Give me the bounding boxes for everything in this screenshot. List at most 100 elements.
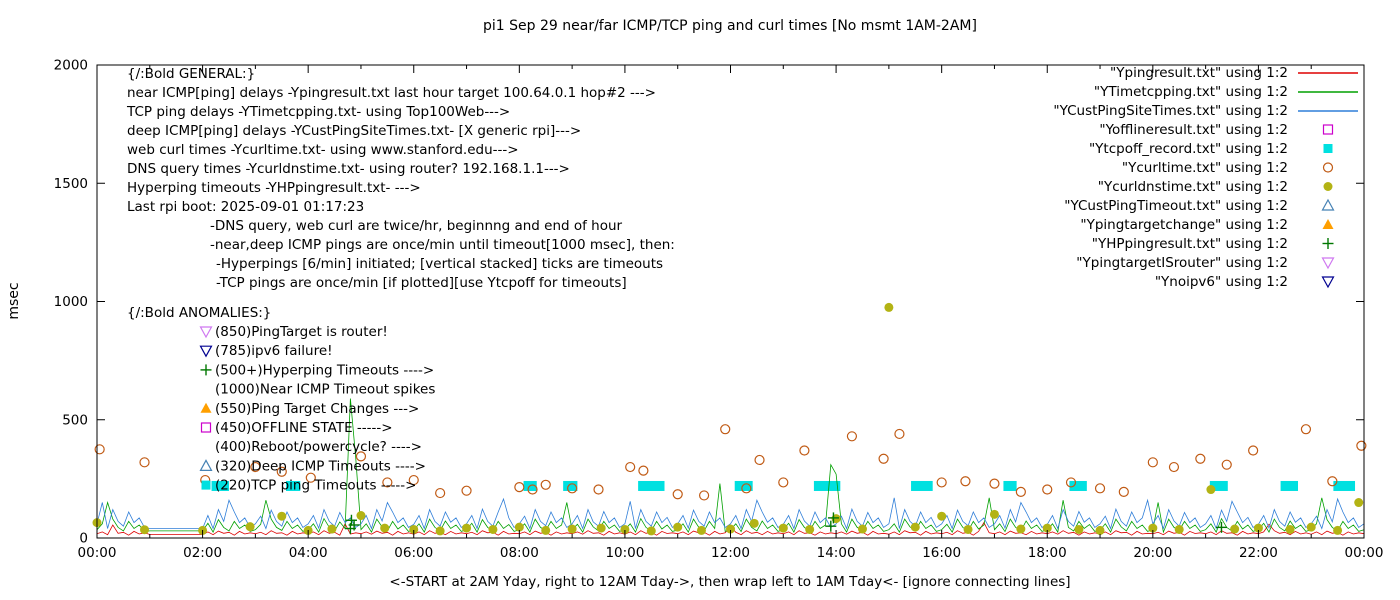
point-Ycurltime <box>514 482 525 493</box>
y-tick-label: 0 <box>79 531 88 547</box>
point-Ycurldnstime <box>140 525 150 535</box>
point-Ycurltime <box>567 483 578 494</box>
point-Ycurldnstime <box>673 522 683 532</box>
tcpoff-bar <box>734 480 753 491</box>
legend-marker-sample <box>1321 276 1335 289</box>
point-Ycurldnstime <box>462 523 472 533</box>
general-note: deep ICMP[ping] delays -YCustPingSiteTim… <box>127 123 581 139</box>
anomaly-marker <box>200 402 212 413</box>
legend-marker-sample <box>1321 257 1335 270</box>
legend-label: "Ytcpoff_record.txt" using 1:2 <box>1089 141 1288 157</box>
x-axis-label: <-START at 2AM Yday, right to 12AM Tday-… <box>389 574 1070 590</box>
point-Ycurltime <box>936 477 947 488</box>
point-Ycurltime <box>1147 457 1158 468</box>
point-Ycurltime <box>878 453 889 464</box>
point-Ycurltime <box>461 485 472 496</box>
x-tick-label: 00:00 <box>78 545 117 561</box>
anomaly-note: (1000)Near ICMP Timeout spikes <box>215 382 435 398</box>
tcpoff-bar <box>563 480 578 491</box>
point-Ycurltime <box>799 445 810 456</box>
x-tick-label: 20:00 <box>1133 545 1172 561</box>
point-Ycurldnstime <box>1253 523 1263 533</box>
x-tick-label: 18:00 <box>1028 545 1067 561</box>
point-Ycurldnstime <box>646 526 656 536</box>
point-Ycurldnstime <box>1095 525 1105 535</box>
point-Ycurltime <box>989 478 1000 489</box>
legend-label: "YHPpingresult.txt" using 1:2 <box>1092 236 1288 252</box>
anomaly-note: (550)Ping Target Changes ---> <box>215 401 419 417</box>
anomaly-marker <box>199 459 213 471</box>
point-Ycurltime <box>94 444 105 455</box>
point-Ycurltime <box>1094 483 1106 494</box>
legend-label: "YCustPingTimeout.txt" using 1:2 <box>1064 198 1288 214</box>
point-Ycurldnstime <box>884 302 894 312</box>
point-Ycurltime <box>672 489 683 500</box>
point-Ycurltime <box>305 472 316 483</box>
y-tick-label: 1500 <box>54 176 88 192</box>
point-Ycurltime <box>1118 486 1129 497</box>
anomaly-note: (850)PingTarget is router! <box>215 324 388 340</box>
point-Ycurldnstime <box>277 511 287 521</box>
point-Ycurltime <box>276 466 287 477</box>
point-Ycurldnstime <box>937 511 947 521</box>
point-Ycurltime <box>638 465 649 476</box>
anomaly-note: (450)OFFLINE STATE -----> <box>215 420 393 436</box>
point-Ycurltime <box>139 457 150 468</box>
y-tick-label: 500 <box>62 412 88 428</box>
x-tick-label: 08:00 <box>500 545 539 561</box>
legend-label: "Ypingtargetchange" using 1:2 <box>1080 217 1288 233</box>
point-Ycurldnstime <box>380 523 390 533</box>
anomaly-note: (220)TCP ping Timeouts -----> <box>215 478 417 494</box>
anomaly-note: (500+)Hyperping Timeouts ----> <box>215 362 434 378</box>
point-Ycurltime <box>778 477 789 488</box>
point-Ycurltime <box>1195 453 1206 464</box>
point-Ycurltime <box>1168 461 1180 473</box>
annotations: {/:Bold GENERAL:} near ICMP[ping] delays … <box>126 66 675 494</box>
legend-marker-sample <box>1323 144 1333 153</box>
legend-marker-sample <box>1323 182 1333 191</box>
general-note: -near,deep ICMP pings are once/min until… <box>210 237 675 253</box>
point-Ycurltime <box>435 487 446 499</box>
point-Ycurltime <box>960 476 971 487</box>
point-Ycurldnstime <box>749 518 759 528</box>
point-Ycurltime <box>1015 486 1026 497</box>
axes: 0 500 1000 1500 2000 00:00 02:00 04:00 06:00 08:0… <box>54 58 1384 562</box>
point-Ycurldnstime <box>1333 525 1343 535</box>
point-Ycurldnstime <box>989 509 999 519</box>
general-note: Hyperping timeouts -YHPpingresult.txt- -… <box>127 180 421 196</box>
point-Ycurldnstime <box>356 511 366 521</box>
anomaly-marker <box>201 480 211 490</box>
general-note: {/:Bold GENERAL:} <box>127 66 255 82</box>
legend-label: "YCustPingSiteTimes.txt" using 1:2 <box>1053 103 1288 119</box>
point-Ycurldnstime <box>1230 524 1240 534</box>
point-Ycurldnstime <box>1042 523 1052 533</box>
legend-label: "Ynoipv6" using 1:2 <box>1155 274 1288 290</box>
point-Ycurldnstime <box>541 525 551 535</box>
y-tick-label: 1000 <box>54 294 88 310</box>
point-Ycurldnstime <box>1174 524 1184 534</box>
general-note: -Hyperpings [6/min] initiated; [vertical… <box>216 256 663 272</box>
point-Ycurltime <box>250 461 261 473</box>
point-Ycurldnstime <box>963 524 973 534</box>
point-Ycurltime <box>1300 424 1312 435</box>
legend-label: "Yofflineresult.txt" using 1:2 <box>1099 122 1288 138</box>
x-tick-label: 14:00 <box>817 545 856 561</box>
point-Ycurldnstime <box>245 522 255 532</box>
point-Ycurldnstime <box>1074 524 1084 534</box>
general-note: TCP ping delays -YTimetcpping.txt- using… <box>126 104 510 120</box>
x-tick-label: 02:00 <box>183 545 222 561</box>
point-Ycurldnstime <box>596 523 606 533</box>
legend-marker-sample <box>1322 124 1334 135</box>
x-tick-label: 04:00 <box>289 545 328 561</box>
legend-marker-sample <box>1322 219 1334 229</box>
y-axis-label: msec <box>6 282 22 319</box>
point-Ycurltime <box>754 454 765 466</box>
point-Ycurltime <box>355 451 367 462</box>
legend-label: "Ypingresult.txt" using 1:2 <box>1110 65 1288 81</box>
x-tick-label: 16:00 <box>922 545 961 561</box>
general-note: near ICMP[ping] delays -Ypingresult.txt … <box>127 85 656 101</box>
anomaly-note: (785)ipv6 failure! <box>215 343 333 359</box>
point-Ycurldnstime <box>1016 524 1026 534</box>
